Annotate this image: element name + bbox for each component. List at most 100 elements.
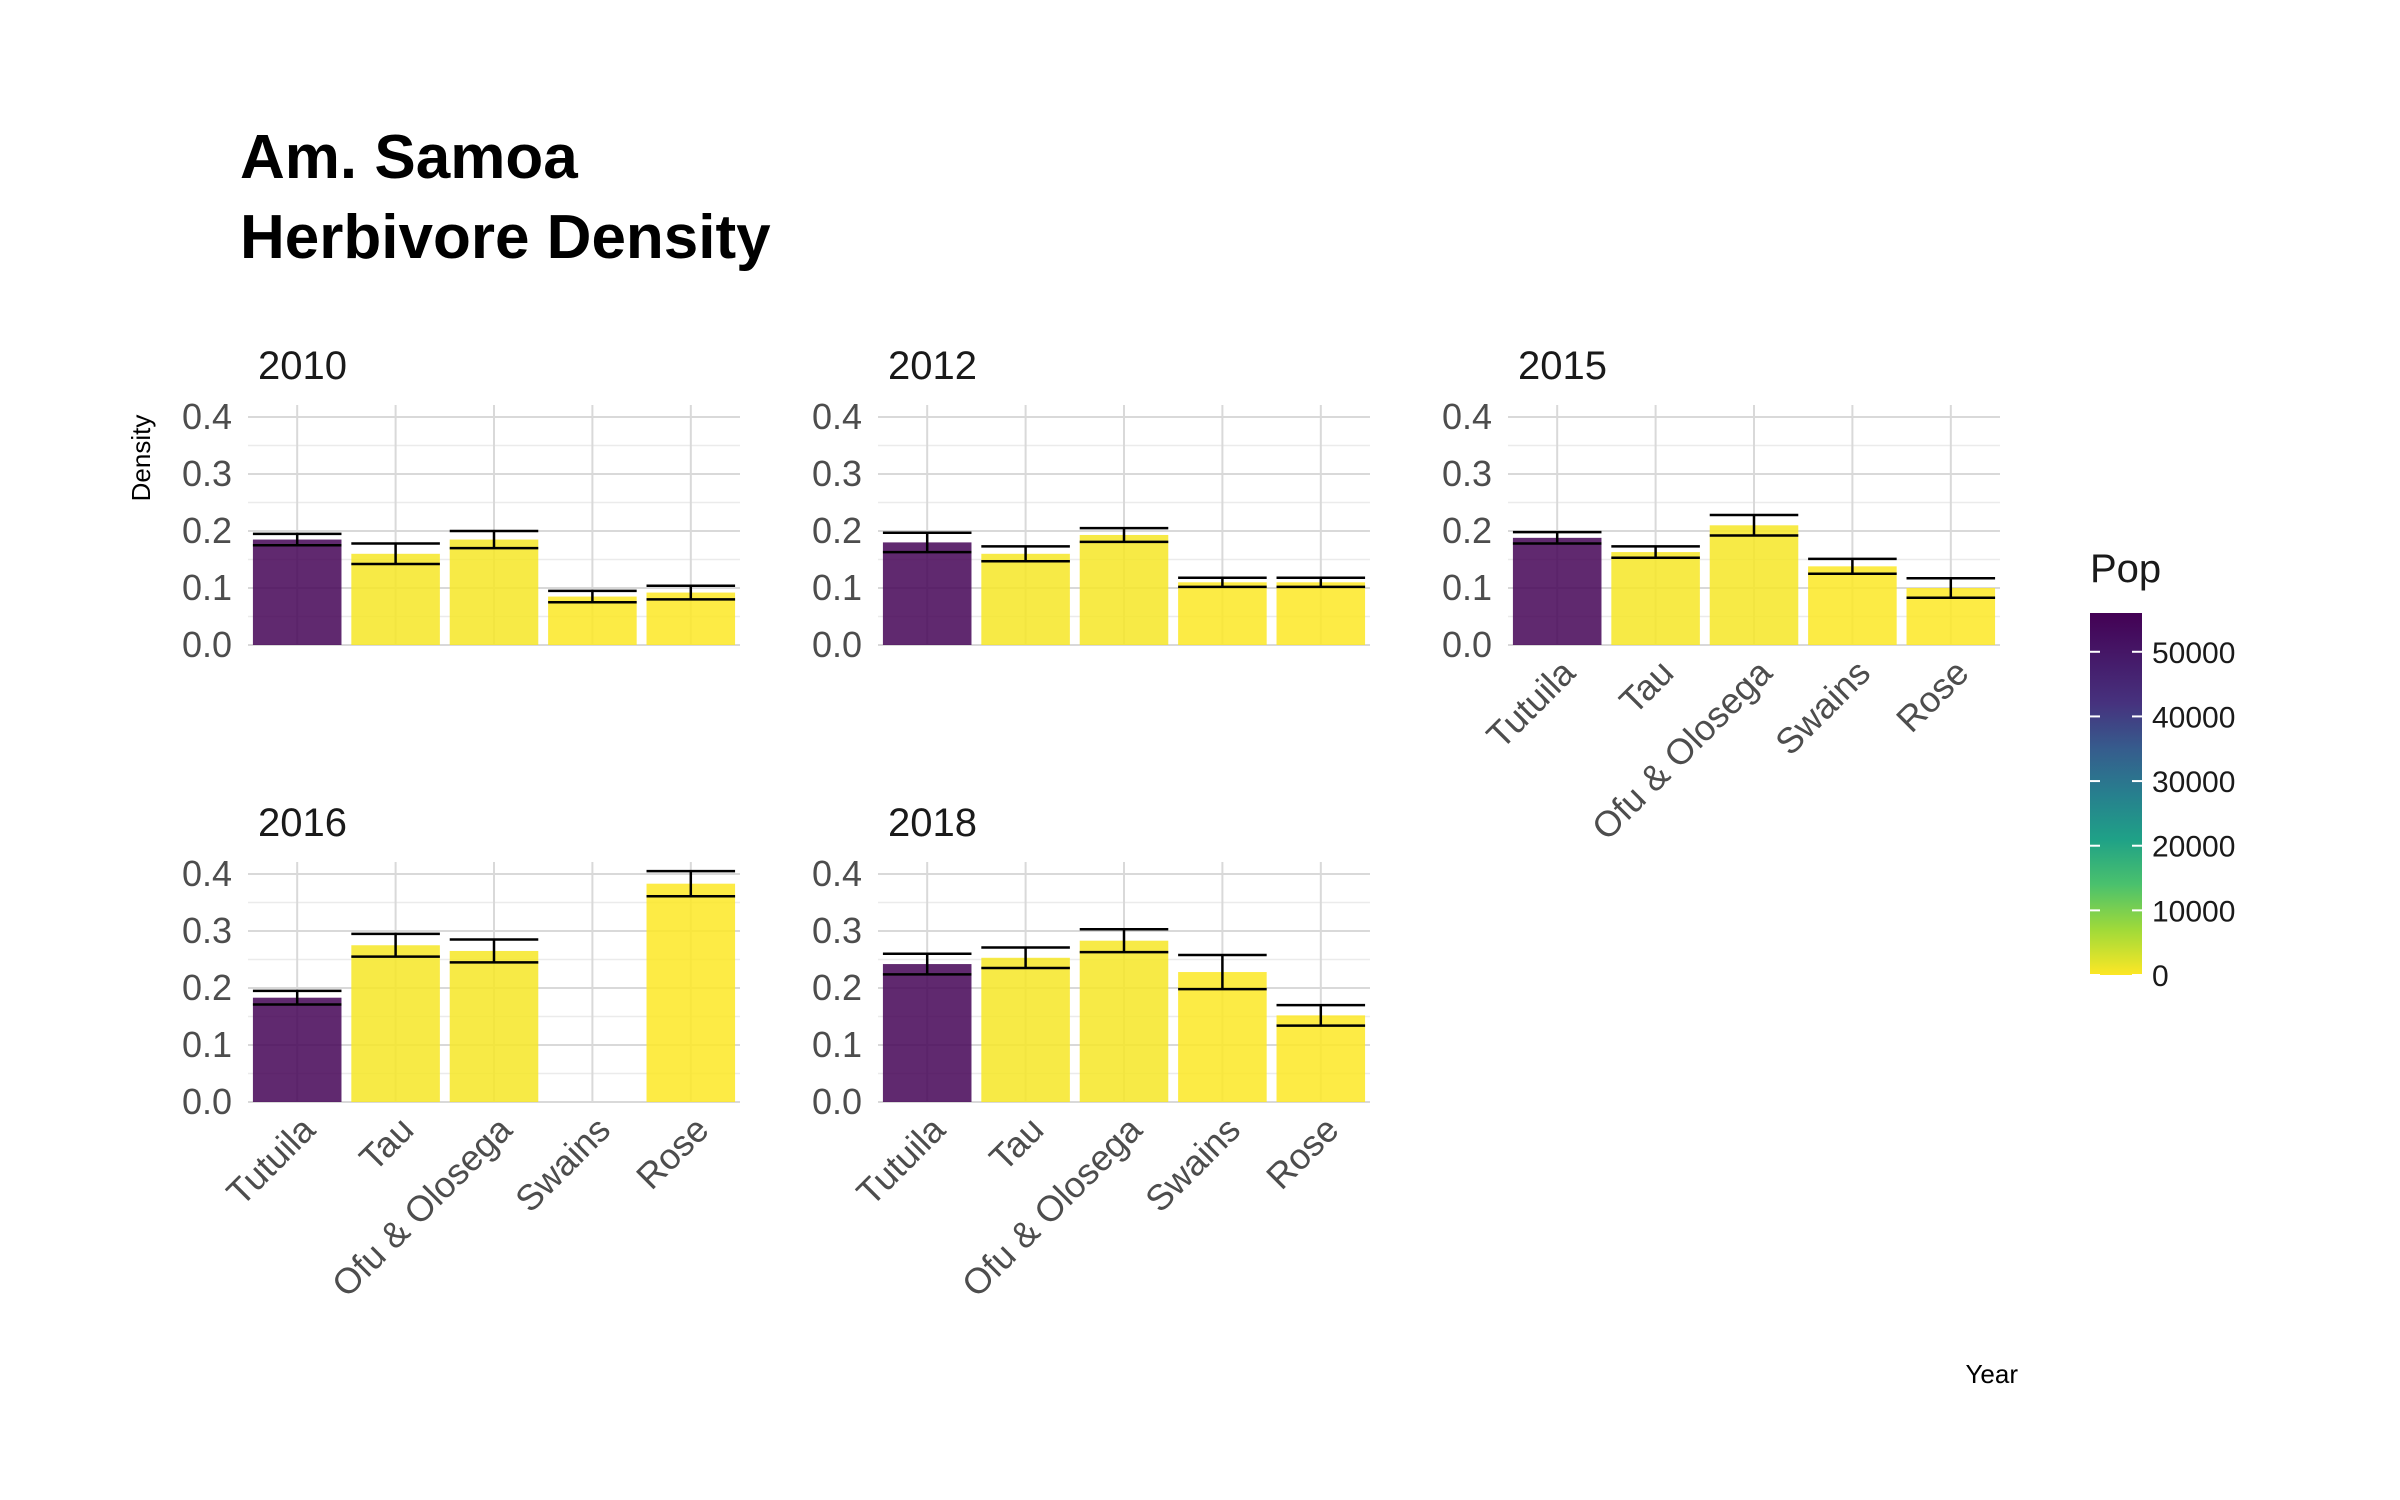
x-tick-label: Tau (981, 1109, 1051, 1179)
bar-2016-tau (351, 945, 440, 1102)
facet-2010: 2010 0.0 0.1 0.2 0.3 0.4 (182, 344, 740, 665)
legend-tick-label: 0 (2152, 960, 2169, 993)
error-bar (1276, 576, 1366, 589)
legend: Pop 0 10000 20000 30000 40000 50000 (2090, 547, 2235, 993)
y-tick-label: 0.0 (182, 1081, 232, 1122)
bar-2012-tutuila (882, 542, 972, 645)
y-tick-label: 0.3 (182, 910, 232, 951)
y-tick-label: 0.1 (812, 567, 862, 608)
facet-2012: 2012 0.0 0.1 0.2 0.3 0.4 (812, 344, 1370, 665)
bar-2016-rose (646, 883, 736, 1102)
error-bar (1178, 576, 1267, 589)
y-tick-label: 0.4 (812, 396, 862, 437)
facet-title: 2015 (1518, 344, 1607, 388)
y-tick-label: 0.4 (182, 853, 232, 894)
bar-2016-tutuila (252, 997, 342, 1102)
chart-title-line-1: Am. Samoa (240, 123, 578, 192)
y-tick-label: 0.0 (812, 624, 862, 665)
error-bar (1276, 1003, 1366, 1027)
y-tick-label: 0.4 (182, 396, 232, 437)
x-tick-label: Swains (1767, 652, 1878, 763)
y-tick-label: 0.2 (1442, 510, 1492, 551)
facet-title: 2010 (258, 344, 347, 388)
y-tick-label: 0.2 (182, 967, 232, 1008)
y-tick-label: 0.4 (812, 853, 862, 894)
error-bar (646, 869, 736, 898)
error-bar (882, 531, 972, 554)
y-tick-label: 0.0 (182, 624, 232, 665)
y-tick-label: 0.4 (1442, 396, 1492, 437)
error-bar (1079, 526, 1169, 544)
bar-2018-swains (1178, 972, 1267, 1102)
legend-tick-label: 40000 (2152, 701, 2235, 734)
error-bar (1611, 545, 1700, 560)
y-tick-label: 0.1 (812, 1024, 862, 1065)
x-tick-label: Swains (1137, 1109, 1248, 1220)
facets: 20100.00.10.20.30.420120.00.10.20.30.420… (182, 344, 2000, 1305)
error-bar (351, 932, 440, 958)
y-tick-label: 0.3 (1442, 453, 1492, 494)
legend-tick-label: 20000 (2152, 831, 2235, 864)
y-tick-label: 0.1 (182, 567, 232, 608)
x-tick-label: Tutuila (1478, 651, 1583, 756)
legend-title: Pop (2090, 547, 2161, 591)
bar-2012-tau (981, 553, 1070, 645)
error-bar (351, 542, 440, 566)
bar-2012-ofu-olosega (1079, 534, 1169, 645)
facet-title: 2016 (258, 801, 347, 845)
legend-ticks: 0 10000 20000 30000 40000 50000 (2090, 637, 2235, 993)
x-tick-label: Tau (351, 1109, 421, 1179)
bar-2010-rose (646, 592, 736, 645)
bar-2010-tau (351, 553, 440, 645)
y-tick-label: 0.0 (1442, 624, 1492, 665)
y-tick-label: 0.3 (812, 453, 862, 494)
error-bar (449, 529, 539, 550)
y-tick-label: 0.2 (812, 967, 862, 1008)
x-tick-label: Ofu & Olosega (954, 1108, 1151, 1305)
bar-2015-swains (1808, 566, 1897, 645)
x-tick-label: Rose (628, 1109, 716, 1197)
y-tick-label: 0.2 (182, 510, 232, 551)
x-tick-label: Tutuila (848, 1108, 953, 1213)
legend-tick-label: 50000 (2152, 637, 2235, 670)
error-bar (1906, 577, 1996, 599)
error-bar (981, 545, 1070, 563)
y-tick-label: 0.0 (812, 1081, 862, 1122)
bar-2015-ofu-olosega (1709, 525, 1799, 645)
error-bar (1709, 513, 1799, 537)
error-bar (981, 946, 1070, 970)
x-tick-label: Ofu & Olosega (1584, 651, 1781, 848)
bar-2018-ofu-olosega (1079, 940, 1169, 1102)
legend-colorbar (2090, 613, 2142, 975)
y-axis-title: Density (126, 415, 156, 502)
error-bar (646, 584, 736, 601)
y-tick-label: 0.1 (1442, 567, 1492, 608)
error-bar (882, 952, 972, 976)
bar-2018-rose (1276, 1015, 1366, 1102)
bar-2018-tau (981, 957, 1070, 1102)
bar-2010-swains (548, 596, 637, 645)
error-bar (252, 989, 342, 1006)
bar-2016-ofu-olosega (449, 950, 539, 1102)
x-tick-label: Tutuila (218, 1108, 323, 1213)
x-tick-label: Tau (1611, 652, 1681, 722)
chart-title-line-2: Herbivore Density (240, 203, 771, 272)
bar-2012-rose (1276, 582, 1366, 645)
y-tick-label: 0.2 (812, 510, 862, 551)
error-bar (449, 938, 539, 964)
x-tick-label: Swains (507, 1109, 618, 1220)
bar-2018-tutuila (882, 964, 972, 1102)
legend-tick-label: 30000 (2152, 766, 2235, 799)
y-tick-label: 0.3 (182, 453, 232, 494)
bar-2015-tau (1611, 552, 1700, 645)
error-bar (1079, 928, 1169, 954)
error-bar (1512, 530, 1602, 545)
error-bar (1178, 953, 1267, 991)
bar-2010-tutuila (252, 539, 342, 645)
x-axis-title: Year (1965, 1359, 2018, 1389)
x-tick-label: Ofu & Olosega (324, 1108, 521, 1305)
